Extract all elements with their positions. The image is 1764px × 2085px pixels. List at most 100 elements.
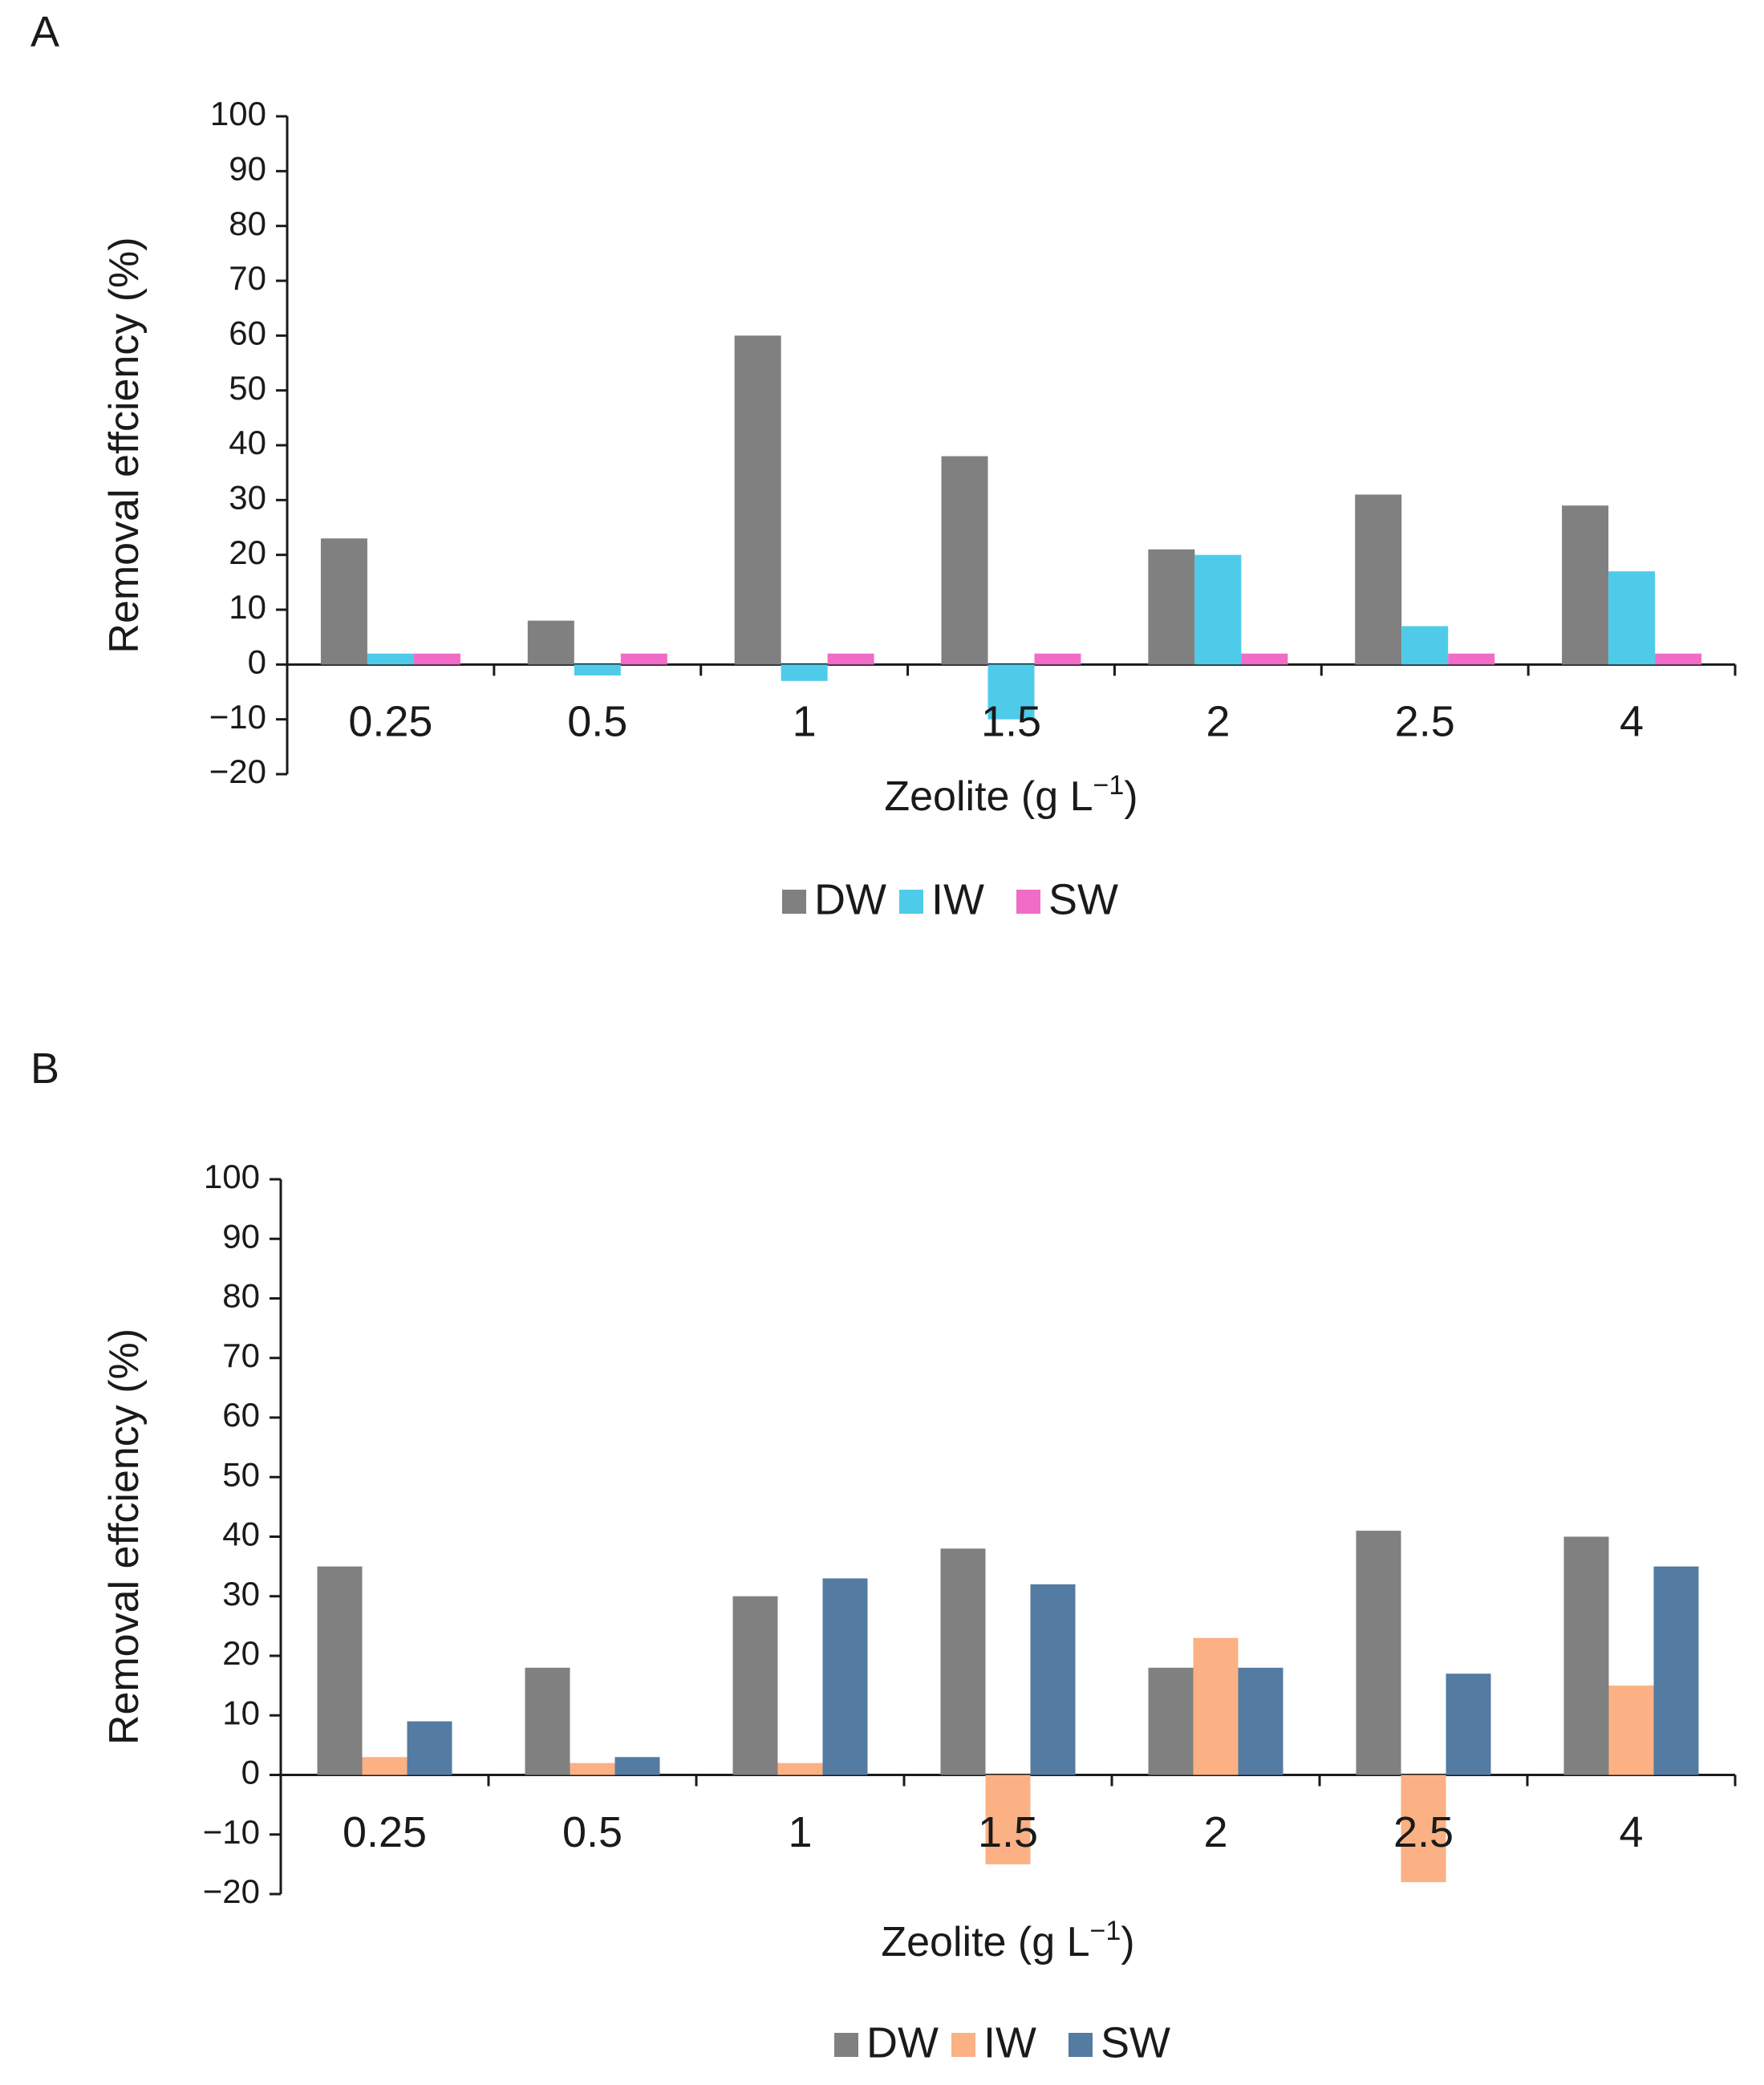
- x-tick-label: 2: [1206, 698, 1230, 746]
- y-tick-label: −20: [209, 752, 266, 790]
- legend-swatch-iw: [899, 890, 923, 914]
- legend-swatch-sw: [1069, 2033, 1093, 2057]
- bar-sw-1.5: [1034, 653, 1081, 665]
- x-axis-title-end: ): [1124, 773, 1137, 820]
- x-axis-title-superscript: −1: [1093, 770, 1125, 801]
- bar-sw-2: [1241, 653, 1288, 665]
- bar-sw-2.5: [1446, 1673, 1491, 1775]
- x-tick-label: 1: [788, 1808, 812, 1856]
- bar-dw-0.5: [527, 620, 574, 665]
- x-tick-label: 2.5: [1393, 1808, 1454, 1856]
- legend-label-dw: DW: [866, 2018, 939, 2067]
- bar-sw-0.5: [620, 653, 667, 665]
- legend: DW IW SW: [782, 875, 1118, 923]
- x-axis-title: Zeolite (g L−1): [884, 770, 1137, 820]
- panel-label: B: [30, 1045, 59, 1093]
- bar-sw-2: [1238, 1667, 1283, 1775]
- y-tick-label: 0: [241, 1754, 260, 1791]
- y-axis-title: Removal effciency (%): [101, 237, 148, 653]
- x-tick-label: 4: [1619, 1808, 1643, 1856]
- x-axis-title: Zeolite (g L−1): [881, 1916, 1134, 1965]
- bar-dw-2.5: [1355, 494, 1402, 665]
- x-tick-label: 4: [1620, 698, 1644, 746]
- y-tick-label: 80: [229, 205, 266, 242]
- bar-sw-0.25: [407, 1721, 452, 1775]
- bar-dw-1: [732, 1596, 778, 1775]
- y-tick-label: 90: [222, 1217, 260, 1255]
- bar-iw-1.5: [985, 1775, 1031, 1864]
- y-tick-label: 40: [229, 424, 266, 461]
- x-tick-label: 1.5: [978, 1808, 1038, 1856]
- chart-panel-a: A −20 −10 0 10 20 30 40 50 60 70 80 90 100 0.25 0.5 1 1.5…: [30, 8, 1737, 923]
- x-tick-label: 0.25: [348, 698, 432, 746]
- bar-dw-1.5: [941, 456, 988, 665]
- x-tick-label: 1: [793, 698, 817, 746]
- bar-dw-4: [1562, 505, 1609, 665]
- legend-label-sw: SW: [1048, 875, 1118, 923]
- bar-iw-0.5: [570, 1763, 615, 1775]
- y-tick-label: 60: [229, 314, 266, 351]
- bar-dw-0.25: [320, 538, 367, 665]
- x-axis-title-superscript: −1: [1090, 1916, 1121, 1946]
- y-tick-label: 70: [222, 1337, 260, 1374]
- bar-iw-2.5: [1401, 1775, 1446, 1883]
- bar-iw-2: [1194, 554, 1242, 665]
- bar-iw-4: [1608, 1685, 1654, 1775]
- legend-label-dw: DW: [814, 875, 886, 923]
- bar-iw-1: [781, 664, 828, 681]
- bar-dw-0.5: [525, 1667, 570, 1775]
- y-tick-label: 90: [229, 149, 266, 187]
- bar-dw-1: [734, 335, 781, 665]
- legend-swatch-iw: [951, 2033, 975, 2057]
- legend-label-iw: IW: [983, 2018, 1036, 2067]
- bar-sw-0.25: [413, 653, 460, 665]
- y-tick-label: 100: [210, 95, 266, 132]
- bar-dw-0.25: [317, 1566, 363, 1775]
- bar-sw-4: [1655, 653, 1702, 665]
- y-tick-label: 50: [222, 1455, 260, 1493]
- legend-swatch-dw: [834, 2033, 858, 2057]
- legend-label-sw: SW: [1101, 2018, 1170, 2067]
- legend-swatch-dw: [782, 890, 806, 914]
- y-tick-label: 30: [229, 478, 266, 516]
- y-tick-label: 10: [229, 588, 266, 626]
- legend: DW IW SW: [834, 2018, 1170, 2067]
- y-tick-label: 100: [204, 1158, 260, 1195]
- y-tick-label: 70: [229, 259, 266, 297]
- bar-sw-1: [827, 653, 874, 665]
- x-tick-label: 0.5: [567, 698, 627, 746]
- bar-iw-0.25: [362, 1757, 408, 1775]
- y-tick-label: 0: [248, 643, 266, 680]
- y-tick-label: −10: [209, 698, 266, 736]
- bar-sw-1: [822, 1578, 868, 1775]
- bar-iw-1: [777, 1763, 823, 1775]
- x-tick-label: 2.5: [1395, 698, 1455, 746]
- legend-swatch-sw: [1016, 890, 1040, 914]
- bar-iw-4: [1608, 571, 1656, 665]
- bar-dw-4: [1563, 1536, 1609, 1775]
- bar-dw-2: [1148, 1667, 1194, 1775]
- y-tick-label: 60: [222, 1396, 260, 1434]
- legend-label-iw: IW: [931, 875, 984, 923]
- bar-sw-0.5: [614, 1757, 660, 1775]
- y-tick-label: 40: [222, 1515, 260, 1553]
- y-axis-title: Removal effciency (%): [101, 1328, 148, 1745]
- y-tick-label: 20: [229, 533, 266, 571]
- y-tick-label: 20: [222, 1634, 260, 1672]
- bar-iw-2.5: [1401, 626, 1449, 665]
- bar-dw-2.5: [1356, 1531, 1401, 1775]
- y-tick-label: 10: [222, 1694, 260, 1731]
- x-tick-label: 2: [1203, 1808, 1227, 1856]
- x-tick-label: 0.25: [343, 1808, 427, 1856]
- bar-iw-0.25: [367, 653, 414, 665]
- bar-iw-1.5: [987, 664, 1035, 720]
- y-tick-label: −20: [203, 1872, 260, 1910]
- bar-dw-1.5: [940, 1548, 986, 1775]
- y-tick-label: 50: [229, 369, 266, 407]
- bar-sw-2.5: [1448, 653, 1495, 665]
- x-tick-label: 1.5: [981, 698, 1041, 746]
- x-axis-title-end: ): [1121, 1919, 1134, 1965]
- bar-iw-2: [1193, 1637, 1239, 1775]
- x-axis-title-main: Zeolite (g L: [884, 773, 1093, 820]
